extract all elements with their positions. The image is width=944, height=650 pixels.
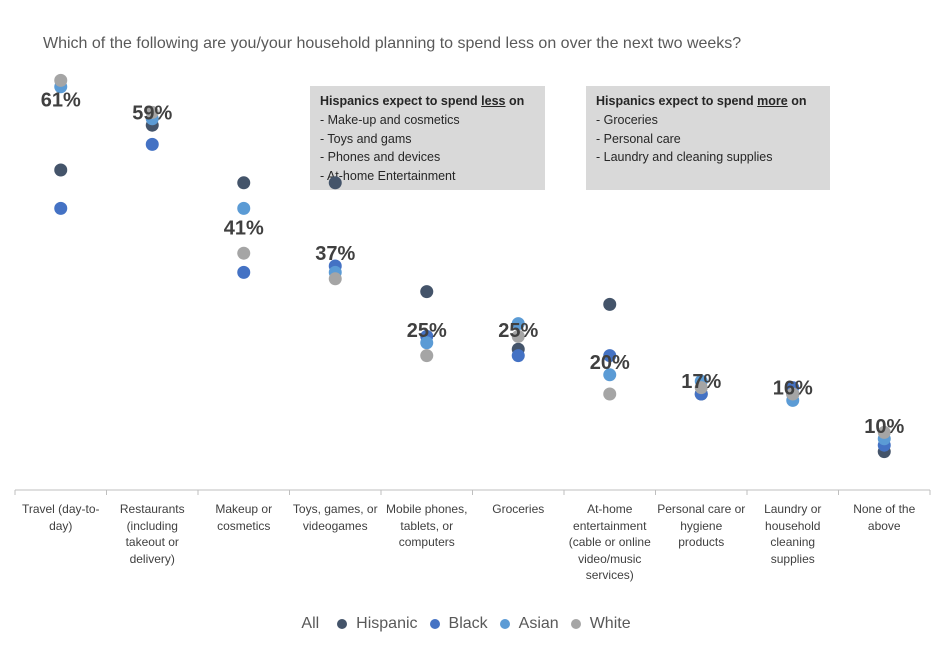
- dot-black: [145, 137, 159, 151]
- category-label: Makeup or cosmetics: [215, 502, 273, 533]
- category-label: Toys, games, or videogames: [292, 502, 378, 533]
- dot-white: [54, 73, 68, 87]
- dot-white: [328, 272, 342, 286]
- dot-hispanic: [328, 176, 342, 190]
- dot-white: [511, 329, 525, 343]
- dot-black: [54, 201, 68, 215]
- all-value-label: 17%: [681, 371, 721, 393]
- all-value-label: 25%: [498, 320, 538, 342]
- dot-white: [786, 387, 800, 401]
- dot-hispanic: [420, 285, 434, 299]
- all-value-label: 10%: [864, 416, 904, 438]
- spend-more-item: - Groceries: [596, 113, 658, 127]
- dot-white: [145, 105, 159, 119]
- all-value-label: 20%: [590, 352, 630, 374]
- legend-swatch: [337, 619, 348, 629]
- dot-asian: [603, 368, 617, 382]
- all-value-label: 37%: [315, 243, 355, 265]
- spend-more-callout: Hispanics expect to spend more on - Groc…: [586, 86, 830, 190]
- legend-label: Black: [448, 615, 488, 632]
- legend-label: White: [589, 615, 631, 632]
- dot-asian: [420, 336, 434, 350]
- legend-swatch: [499, 619, 510, 629]
- category-label: At-home entertainment (cable or online v…: [568, 502, 651, 582]
- legend-item-white: White: [570, 615, 631, 633]
- spend-less-item: - Phones and devices: [320, 150, 441, 164]
- dot-asian: [237, 201, 251, 215]
- category-label: Mobile phones, tablets, or computers: [386, 502, 468, 549]
- dot-white: [420, 349, 434, 363]
- category-label: Groceries: [492, 502, 545, 516]
- legend-item-asian: Asian: [499, 615, 559, 633]
- spend-less-callout: Hispanics expect to spend less on - Make…: [310, 86, 545, 190]
- spend-less-item: - At-home Entertainment: [320, 168, 456, 183]
- dot-hispanic: [603, 297, 617, 311]
- chart-title: Which of the following are you/your hous…: [43, 35, 742, 52]
- dot-white: [603, 387, 617, 401]
- legend: All Hispanic Black Asian White: [0, 615, 944, 633]
- dot-hispanic: [54, 163, 68, 177]
- legend-item-hispanic: Hispanic: [337, 615, 418, 633]
- dot-hispanic: [237, 176, 251, 190]
- dot-asian: [511, 317, 525, 331]
- dot-black: [237, 265, 251, 279]
- spend-more-heading: Hispanics expect to spend more on: [596, 94, 807, 108]
- dot-black: [603, 349, 617, 363]
- spend-more-item: - Personal care: [596, 131, 681, 146]
- category-label: Travel (day-to-day): [21, 502, 100, 533]
- spend-less-item: - Make-up and cosmetics: [320, 113, 460, 127]
- category-label: Restaurants (including takeout or delive…: [119, 502, 185, 566]
- legend-lead-all: All: [301, 615, 320, 632]
- dot-white: [694, 381, 708, 395]
- all-value-label: 61%: [41, 90, 81, 112]
- spend-less-heading: Hispanics expect to spend less on: [320, 94, 525, 108]
- dot-white: [237, 246, 251, 260]
- category-label: Personal care or hygiene products: [657, 502, 746, 549]
- legend-swatch: [570, 619, 581, 629]
- category-label: None of the above: [853, 502, 916, 533]
- legend-item-black: Black: [429, 615, 488, 633]
- spend-less-item: - Toys and gams: [320, 131, 412, 146]
- all-value-label: 41%: [224, 218, 264, 240]
- all-value-label: 25%: [407, 320, 447, 342]
- legend-label: Hispanic: [356, 615, 418, 632]
- dot-white: [877, 425, 891, 439]
- category-label: Laundry or household cleaning supplies: [764, 502, 822, 566]
- dot-black: [511, 349, 525, 363]
- all-value-label: 16%: [773, 378, 813, 400]
- all-value-label: 59%: [132, 102, 172, 124]
- spend-more-item: - Laundry and cleaning supplies: [596, 150, 773, 164]
- legend-swatch: [429, 619, 440, 629]
- legend-label: Asian: [518, 615, 559, 632]
